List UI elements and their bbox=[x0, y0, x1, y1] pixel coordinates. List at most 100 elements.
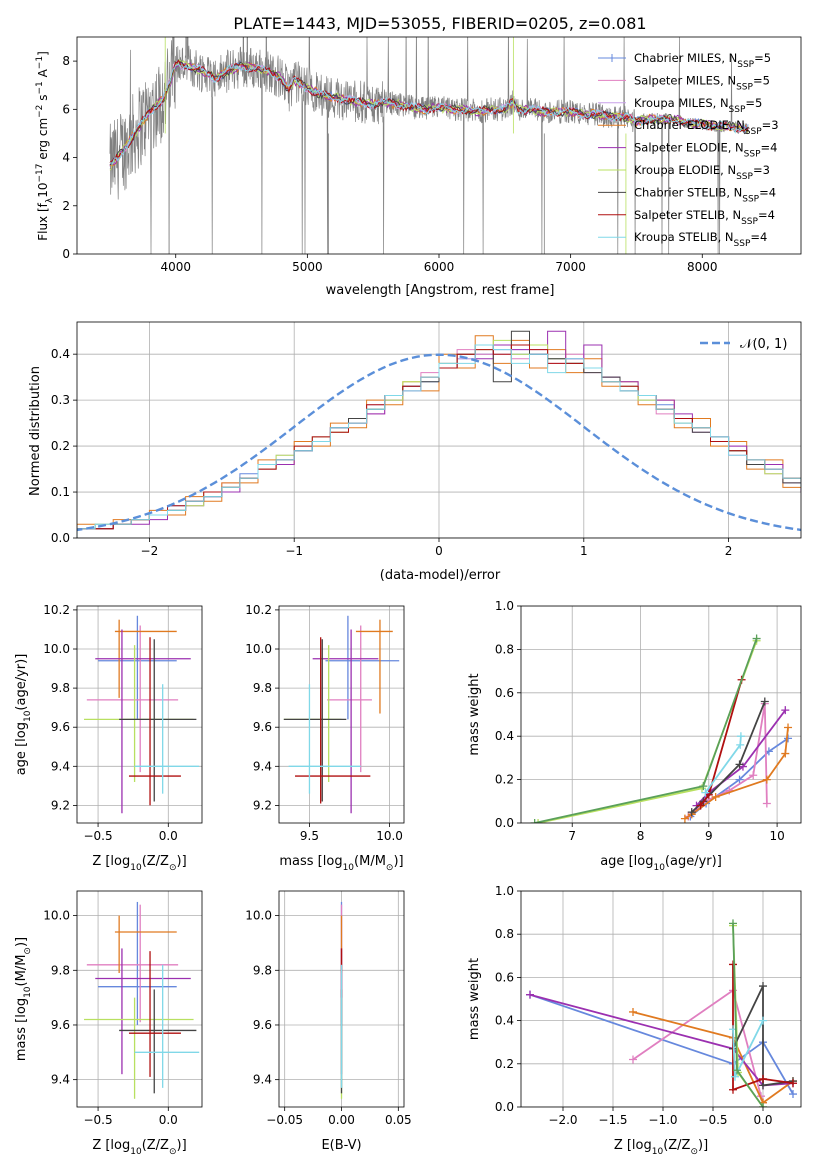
spectrum-y-label-part: s bbox=[36, 95, 50, 105]
histogram-series-6 bbox=[77, 330, 801, 538]
spectrum-panel: 4000 5000 6000 7000 8000 0 2 4 6 8 wavelength [Ang… bbox=[35, 36, 802, 298]
axes-border bbox=[520, 605, 802, 824]
x-tick-label: −2.0 bbox=[548, 1113, 577, 1127]
histogram-series-5 bbox=[77, 339, 801, 538]
histogram-series-3 bbox=[77, 335, 801, 538]
y-tick-label: 8 bbox=[62, 54, 70, 68]
x-tick-label: 6000 bbox=[424, 260, 455, 274]
legend-label-4-part: =4 bbox=[761, 141, 778, 155]
massweight-marker bbox=[759, 1074, 767, 1083]
y-tick-label: 0.4 bbox=[51, 347, 70, 361]
massweight-marker bbox=[687, 808, 696, 817]
massweight-marker bbox=[762, 799, 771, 808]
spectrum-y-label-part: −17 bbox=[35, 164, 45, 183]
y-tick-label: 9.4 bbox=[51, 1073, 70, 1087]
massweight-marker bbox=[701, 788, 710, 797]
residual-histogram-panel: −2 −1 0 1 2 0.0 0.1 0.2 0.3 0.4 (data-model)/error… bbox=[28, 321, 802, 583]
spectrum-y-label-part: −2 bbox=[35, 105, 45, 118]
x-tick-label: −0.5 bbox=[698, 1113, 727, 1127]
legend-label-8: Kroupa STELIB, NSSP=4 bbox=[634, 230, 767, 249]
legend-label-1-part: =5 bbox=[753, 73, 770, 87]
figure-title: PLATE=1443, MJD=53055, FIBERID=0205, z=0… bbox=[233, 14, 646, 33]
axes-frame: −0.5 0.0 9.4 9.6 9.8 10.0 bbox=[43, 909, 178, 1127]
y-tick-label: 1.0 bbox=[495, 599, 514, 613]
massweight-marker bbox=[762, 775, 771, 784]
plot-area bbox=[279, 891, 404, 1107]
ax-mwz-x-label-part: (Z/Z bbox=[663, 1138, 690, 1153]
x-tick-label: 0.0 bbox=[159, 829, 178, 843]
y-tick-label: 9.4 bbox=[253, 759, 272, 773]
axes-border bbox=[76, 605, 203, 824]
ax-massz-y-label-part: )] bbox=[14, 937, 29, 947]
ax-massz-y-label-part: 10 bbox=[23, 986, 33, 998]
axes-border bbox=[76, 890, 203, 1108]
massweight-line-5 bbox=[732, 985, 794, 1087]
ax-mwage-x-label-part: age [log bbox=[600, 854, 653, 869]
y-tick-label: 0.2 bbox=[495, 773, 514, 787]
y-tick-label: 10.2 bbox=[245, 603, 272, 617]
x-tick-label: 10 bbox=[769, 829, 784, 843]
ax-massz-x-label-part: (Z/Z bbox=[142, 1138, 169, 1153]
mass-vs-ebv-panel: −0.05 0.00 0.05 9.4 9.6 9.8 10.0 E(B-V) bbox=[245, 890, 412, 1153]
ax-agem-x-label: mass [log10(M/M⊙)] bbox=[279, 854, 403, 873]
y-tick-label: 9.2 bbox=[253, 798, 272, 812]
histogram-legend-label: 𝒩(0, 1) bbox=[740, 337, 787, 352]
massweight-vs-metallicity-panel: −2.0 −1.5 −1.0 −0.5 0.0 0.0 0.2 0.4 0.6 0.8 1.0 Z [… bbox=[467, 884, 802, 1157]
legend-label-8-part: =4 bbox=[750, 230, 767, 244]
spectrum-y-label-part: ] bbox=[36, 51, 50, 56]
spectrum-y-label-part: λ bbox=[45, 197, 55, 203]
y-tick-label: 0.6 bbox=[495, 970, 514, 984]
massweight-marker bbox=[711, 792, 720, 801]
x-tick-label: 9.5 bbox=[300, 829, 319, 843]
ax-mwage-x-label-part: (age/yr)] bbox=[665, 854, 722, 869]
x-tick-label: −0.5 bbox=[83, 829, 112, 843]
massweight-marker bbox=[759, 1016, 767, 1025]
gaussian-curve bbox=[77, 353, 801, 532]
ax-mwz-y-label: mass weight bbox=[467, 958, 482, 1040]
legend-label-1-part: Salpeter MILES, N bbox=[634, 73, 736, 87]
x-tick-label: 8000 bbox=[687, 260, 718, 274]
plot-area bbox=[521, 606, 801, 823]
legend-label-0-part: SSP bbox=[737, 60, 754, 70]
histogram-series-8 bbox=[77, 344, 801, 538]
massweight-marker bbox=[735, 775, 744, 784]
legend-label-6: Chabrier STELIB, NSSP=4 bbox=[634, 185, 776, 204]
legend-label-0-part: Chabrier MILES, N bbox=[634, 51, 737, 65]
legend-label-7-part: Salpeter STELIB, N bbox=[634, 208, 741, 222]
ax-agem-x-label-part: ⊙ bbox=[386, 863, 394, 873]
ax-agez-x-label-part: 10 bbox=[130, 863, 142, 873]
axes-frame: 4000 5000 6000 7000 8000 0 2 4 6 8 bbox=[62, 54, 717, 274]
y-tick-label: 0.8 bbox=[495, 642, 514, 656]
plot-area bbox=[77, 322, 801, 538]
ax-mwz-x-label-part: )] bbox=[698, 1138, 708, 1153]
y-tick-label: 0.2 bbox=[495, 1057, 514, 1071]
massweight-marker bbox=[784, 723, 793, 732]
ax-massz-x-label: Z [log10(Z/Z⊙)] bbox=[92, 1138, 186, 1157]
ax-agez-x-label-part: ⊙ bbox=[169, 863, 177, 873]
y-tick-label: 0.0 bbox=[495, 1100, 514, 1114]
spectrum-y-label-part: Flux [f bbox=[36, 202, 50, 240]
x-tick-label: 0.05 bbox=[385, 1113, 412, 1127]
ax-agem-x-label-part: )] bbox=[393, 854, 403, 869]
massweight-marker bbox=[759, 1103, 767, 1107]
ax-mwage-x-label-part: 10 bbox=[653, 863, 665, 873]
x-tick-label: 5000 bbox=[292, 260, 323, 274]
y-tick-label: 0.6 bbox=[495, 686, 514, 700]
legend-label-5: Kroupa ELODIE, NSSP=3 bbox=[634, 163, 770, 182]
legend-label-7: Salpeter STELIB, NSSP=4 bbox=[634, 208, 775, 227]
y-tick-label: 1.0 bbox=[495, 884, 514, 898]
legend-label-2-part: =5 bbox=[745, 96, 762, 110]
ax-mwz-x-label-part: ⊙ bbox=[690, 1147, 698, 1157]
y-tick-label: 9.6 bbox=[51, 1018, 70, 1032]
legend-label-4: Salpeter ELODIE, NSSP=4 bbox=[634, 141, 777, 160]
massweight-marker bbox=[731, 1072, 739, 1081]
axes-frame: −0.05 0.00 0.05 9.4 9.6 9.8 10.0 bbox=[245, 909, 411, 1127]
y-tick-label: 0.1 bbox=[51, 485, 70, 499]
axes-border bbox=[76, 36, 802, 255]
legend-label-0-part: =5 bbox=[754, 51, 771, 65]
x-tick-label: −2 bbox=[141, 544, 159, 558]
x-tick-label: −1.5 bbox=[598, 1113, 627, 1127]
axes-frame: −2 −1 0 1 2 0.0 0.1 0.2 0.3 0.4 bbox=[51, 347, 733, 558]
histogram-x-label: (data-model)/error bbox=[380, 568, 501, 583]
